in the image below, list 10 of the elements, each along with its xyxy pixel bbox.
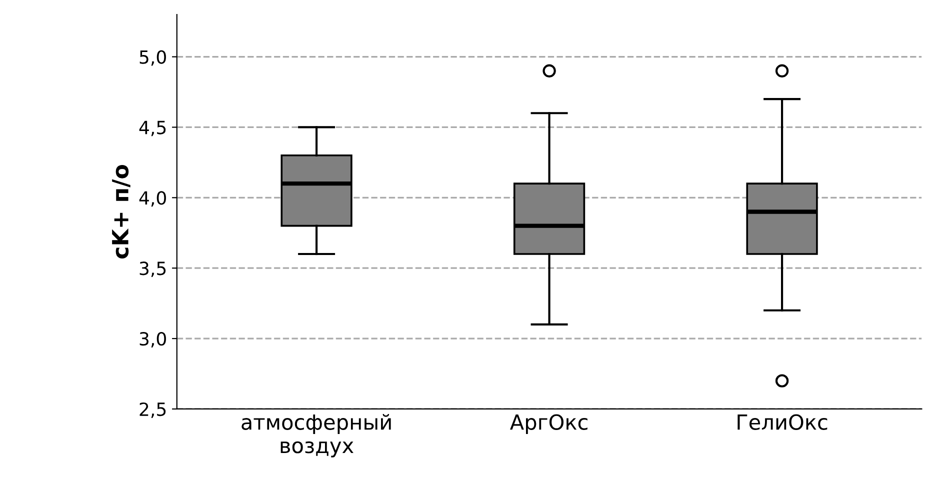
y-tick-label: 4,0 xyxy=(139,191,166,207)
y-tick-label: 3,0 xyxy=(140,332,166,348)
y-axis-title: cK+ п/о xyxy=(112,164,130,259)
y-tick-label: 4,5 xyxy=(139,120,166,136)
x-tick-label: АргОкс xyxy=(510,414,588,434)
y-tick-label: 2,5 xyxy=(140,402,166,418)
x-tick-label: ГелиОкс xyxy=(738,414,828,430)
y-tick-label: 5,0 xyxy=(140,50,166,66)
x-tick-label: атмосферный воздух xyxy=(242,414,391,458)
y-tick-label: 3,5 xyxy=(140,262,166,278)
